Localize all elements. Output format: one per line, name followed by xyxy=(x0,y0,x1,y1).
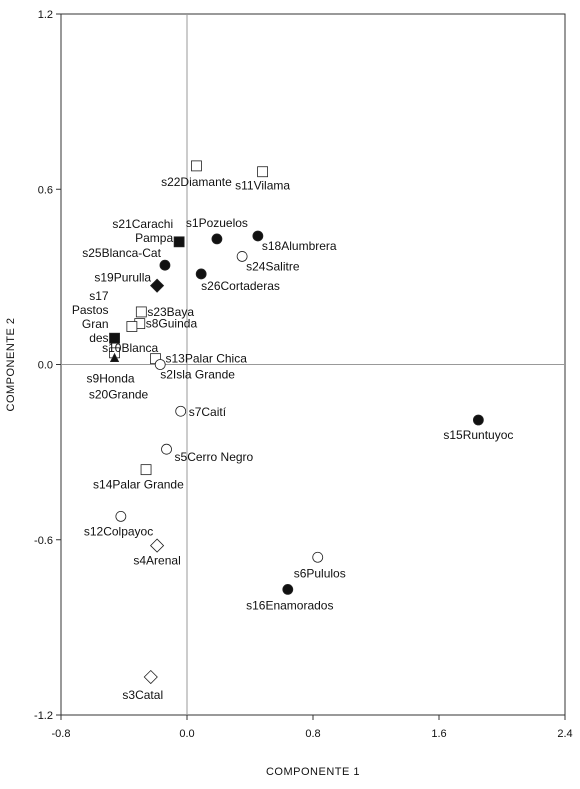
filled-square-marker xyxy=(109,332,120,344)
open-circle-marker xyxy=(115,510,127,522)
point-label: s9Honda xyxy=(87,372,135,386)
open-diamond-marker xyxy=(143,669,158,685)
point-label: s20Grande xyxy=(89,388,149,402)
filled-triangle-marker xyxy=(109,352,120,363)
point-label: s23Baya xyxy=(147,305,194,319)
open-square-marker xyxy=(135,306,147,318)
open-square-marker xyxy=(126,321,138,332)
open-circle-marker xyxy=(175,405,187,417)
point-label: Pampa xyxy=(135,231,173,245)
x-axis-title: COMPONENTE 1 xyxy=(266,766,360,778)
point-label: s26Cortaderas xyxy=(201,279,280,293)
point-label: des xyxy=(89,331,108,345)
point-label: s24Salitre xyxy=(246,259,300,273)
point-label: s15Runtuyoc xyxy=(443,428,513,442)
open-circle-marker xyxy=(236,251,248,262)
filled-circle-marker xyxy=(282,584,294,595)
y-tick-label: -0.6 xyxy=(34,535,53,547)
axis-ticks: -0.8 0.0 0.8 1.6 2.4 1.2 0.6 0.0 -0.6 -1.2 xyxy=(34,9,573,740)
open-square-marker xyxy=(140,464,152,476)
x-tick-label: 0.0 xyxy=(179,728,194,740)
point-label: s18Alumbrera xyxy=(262,239,337,253)
open-circle-marker xyxy=(161,443,172,455)
point-label: s25Blanca-Cat xyxy=(82,246,161,260)
y-tick-label: -1.2 xyxy=(34,710,53,722)
y-tick-label: 1.2 xyxy=(38,9,53,21)
point-label: Pastos xyxy=(72,303,109,317)
point-label: s13Palar Chica xyxy=(166,352,248,366)
open-square-marker xyxy=(191,160,202,172)
point-label: s17 xyxy=(89,289,109,303)
filled-circle-marker xyxy=(195,268,207,280)
point-label: s11Vilama xyxy=(235,179,290,193)
y-tick-label: 0.6 xyxy=(38,184,53,196)
point-label: s1Pozuelos xyxy=(186,216,248,230)
point-label: s21Carachi xyxy=(112,217,173,231)
filled-square-marker xyxy=(173,236,185,248)
x-tick-label: 0.8 xyxy=(305,728,320,740)
filled-circle-marker xyxy=(159,259,171,271)
point-label: s2Isla Grande xyxy=(160,368,235,382)
point-label: s7Caití xyxy=(189,405,227,419)
filled-circle-marker xyxy=(252,230,264,242)
x-tick-label: -0.8 xyxy=(52,728,71,740)
open-diamond-marker xyxy=(150,538,165,553)
filled-circle-marker xyxy=(211,233,223,245)
point-label: s10Blanca xyxy=(102,341,158,355)
data-points xyxy=(109,160,484,685)
open-square-marker xyxy=(257,166,269,178)
x-tick-label: 2.4 xyxy=(557,728,572,740)
point-label: s16Enamorados xyxy=(246,598,333,612)
y-tick-label: 0.0 xyxy=(38,360,53,372)
point-label: s8Guinda xyxy=(146,317,198,331)
x-tick-label: 1.6 xyxy=(431,728,446,740)
point-label: Gran xyxy=(82,317,109,331)
point-label: s5Cerro Negro xyxy=(175,450,254,464)
point-label: s19Purulla xyxy=(94,271,151,285)
point-label: s22Diamante xyxy=(161,175,232,189)
point-label: s3Catal xyxy=(122,688,163,702)
y-axis-title: COMPONENTE 2 xyxy=(5,317,17,411)
filled-diamond-marker xyxy=(150,278,165,293)
point-label: s6Pululos xyxy=(294,566,346,580)
filled-circle-marker xyxy=(472,414,484,426)
open-circle-marker xyxy=(154,359,166,370)
open-circle-marker xyxy=(312,551,324,563)
point-label: s4Arenal xyxy=(133,554,180,568)
reference-lines xyxy=(61,14,565,715)
point-label: s12Colpayoc xyxy=(84,524,153,538)
point-label: s14Palar Grande xyxy=(93,478,184,492)
